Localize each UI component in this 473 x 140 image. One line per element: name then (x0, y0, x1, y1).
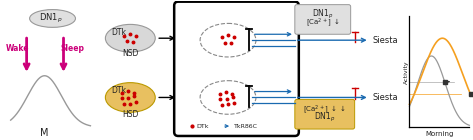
Text: HSD: HSD (122, 110, 139, 119)
Text: [Ca$^{2+}$] $\downarrow$: [Ca$^{2+}$] $\downarrow$ (306, 16, 340, 29)
FancyBboxPatch shape (295, 99, 355, 129)
Ellipse shape (105, 24, 155, 52)
Text: DN1$_p$: DN1$_p$ (39, 12, 62, 25)
Text: DTk: DTk (196, 124, 209, 129)
FancyBboxPatch shape (295, 5, 350, 34)
Text: Sleep: Sleep (61, 44, 85, 53)
Ellipse shape (105, 83, 155, 112)
Text: [Ca$^{2+}$] $\downarrow\downarrow$: [Ca$^{2+}$] $\downarrow\downarrow$ (303, 103, 346, 116)
Text: Siesta: Siesta (373, 93, 398, 102)
Text: Wake: Wake (6, 44, 29, 53)
Text: Morning: Morning (425, 131, 454, 137)
Text: M: M (40, 128, 49, 138)
Text: DTk: DTk (111, 28, 126, 37)
Text: NSD: NSD (122, 49, 139, 58)
Text: DTk: DTk (111, 86, 126, 95)
Text: Activity: Activity (404, 60, 409, 84)
Text: Siesta: Siesta (373, 36, 398, 45)
Text: DN1$_p$: DN1$_p$ (312, 8, 333, 21)
FancyBboxPatch shape (174, 2, 299, 136)
Ellipse shape (200, 81, 256, 114)
Ellipse shape (30, 10, 76, 27)
Text: TkR86C: TkR86C (234, 124, 258, 129)
Text: DN1$_p$: DN1$_p$ (314, 111, 335, 124)
Ellipse shape (200, 23, 256, 57)
